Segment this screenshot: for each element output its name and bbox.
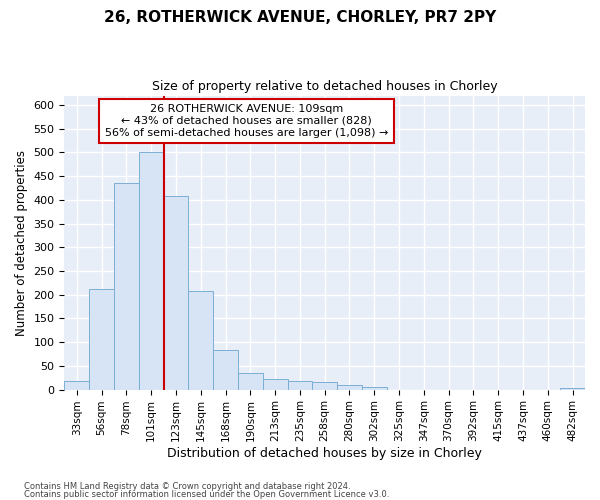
Bar	[139, 152, 164, 390]
Y-axis label: Number of detached properties: Number of detached properties	[15, 150, 28, 336]
Text: Contains public sector information licensed under the Open Government Licence v3: Contains public sector information licen…	[24, 490, 389, 499]
Text: 26, ROTHERWICK AVENUE, CHORLEY, PR7 2PY: 26, ROTHERWICK AVENUE, CHORLEY, PR7 2PY	[104, 10, 496, 25]
Text: 26 ROTHERWICK AVENUE: 109sqm
← 43% of detached houses are smaller (828)
56% of s: 26 ROTHERWICK AVENUE: 109sqm ← 43% of de…	[105, 104, 388, 138]
Bar	[362, 387, 386, 390]
Bar	[188, 292, 213, 390]
Bar	[238, 372, 263, 390]
Bar	[114, 184, 139, 390]
Bar	[287, 381, 313, 390]
Bar	[164, 196, 188, 390]
Bar	[313, 382, 337, 390]
X-axis label: Distribution of detached houses by size in Chorley: Distribution of detached houses by size …	[167, 447, 482, 460]
Bar	[89, 289, 114, 390]
Text: Contains HM Land Registry data © Crown copyright and database right 2024.: Contains HM Land Registry data © Crown c…	[24, 482, 350, 491]
Bar	[337, 385, 362, 390]
Bar	[263, 379, 287, 390]
Bar	[213, 350, 238, 390]
Title: Size of property relative to detached houses in Chorley: Size of property relative to detached ho…	[152, 80, 497, 93]
Bar	[560, 388, 585, 390]
Bar	[64, 381, 89, 390]
